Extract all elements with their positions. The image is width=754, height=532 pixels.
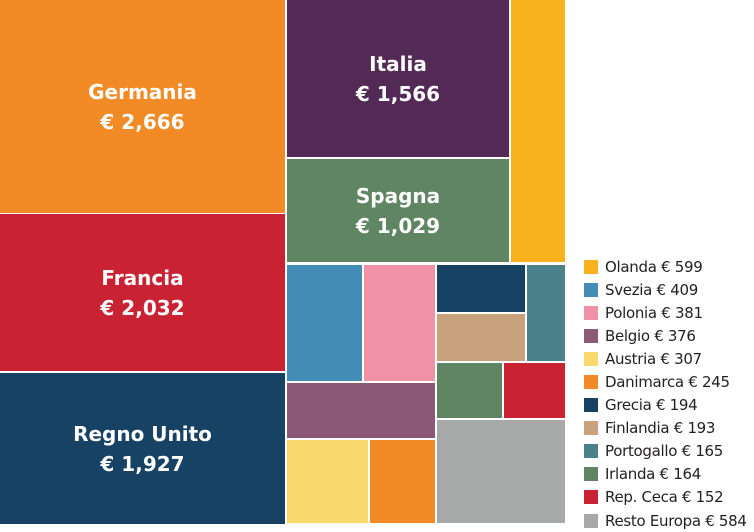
legend-swatch: [584, 421, 598, 436]
tile-resto-europa: [437, 420, 565, 523]
legend-item-olanda: Olanda € 599: [584, 255, 747, 278]
tile-germania: Germania € 2,666: [0, 0, 285, 213]
tile-value: € 2,032: [100, 295, 185, 320]
legend-swatch: [584, 282, 598, 297]
legend-label: Svezia € 409: [605, 280, 698, 299]
legend-swatch: [584, 467, 598, 482]
tile-label: Francia € 2,032: [0, 263, 285, 323]
legend-label: Olanda € 599: [605, 257, 703, 276]
legend-label: Danimarca € 245: [605, 373, 730, 392]
legend-swatch: [584, 444, 598, 459]
legend-swatch: [584, 398, 598, 413]
tile-label: Regno Unito € 1,927: [0, 419, 285, 479]
tile-spagna: Spagna € 1,029: [287, 159, 509, 262]
tile-belgio: [287, 383, 435, 438]
tile-irlanda: [437, 363, 502, 418]
legend-item-polonia: Polonia € 381: [584, 301, 747, 324]
tile-value: € 2,666: [100, 109, 185, 134]
legend-item-belgio: Belgio € 376: [584, 324, 747, 347]
legend-item-grecia: Grecia € 194: [584, 394, 747, 417]
legend-swatch: [584, 259, 598, 274]
legend-swatch: [584, 328, 598, 343]
legend-label: Finlandia € 193: [605, 419, 716, 438]
legend-swatch: [584, 351, 598, 366]
tile-regno-unito: Regno Unito € 1,927: [0, 373, 285, 524]
tile-label: Spagna € 1,029: [287, 181, 509, 241]
legend: Olanda € 599 Svezia € 409 Polonia € 381 Bel…: [584, 255, 747, 532]
tile-finlandia: [437, 314, 525, 361]
legend-item-resto-europa: Resto Europa € 584: [584, 509, 747, 532]
legend-swatch: [584, 513, 598, 528]
legend-item-finlandia: Finlandia € 193: [584, 417, 747, 440]
tile-value: € 1,029: [355, 213, 441, 238]
legend-item-rep-ceca: Rep. Ceca € 152: [584, 486, 747, 509]
legend-label: Irlanda € 164: [605, 465, 701, 484]
tile-polonia: [364, 265, 435, 381]
tile-svezia: [287, 265, 362, 381]
tile-danimarca: [370, 440, 435, 523]
tile-label: Italia € 1,566: [287, 49, 509, 109]
tile-grecia: [437, 265, 525, 312]
tile-name: Regno Unito: [73, 421, 212, 446]
tile-value: € 1,566: [355, 81, 441, 106]
tile-olanda: [511, 0, 565, 262]
tile-francia: Francia € 2,032: [0, 214, 285, 371]
tile-italia: Italia € 1,566: [287, 0, 509, 157]
tile-name: Italia: [369, 51, 427, 76]
tile-label: Germania € 2,666: [0, 77, 285, 137]
tile-portogallo: [527, 265, 565, 361]
legend-swatch: [584, 305, 598, 320]
tile-value: € 1,927: [100, 451, 185, 476]
tile-name: Spagna: [355, 183, 441, 208]
legend-item-austria: Austria € 307: [584, 347, 747, 370]
legend-label: Grecia € 194: [605, 396, 698, 415]
tile-rep-ceca: [504, 363, 565, 418]
legend-label: Belgio € 376: [605, 326, 696, 345]
legend-item-danimarca: Danimarca € 245: [584, 370, 747, 393]
tile-name: Germania: [88, 79, 197, 104]
legend-item-portogallo: Portogallo € 165: [584, 440, 747, 463]
tile-name: Francia: [101, 265, 184, 290]
legend-swatch: [584, 490, 598, 505]
legend-label: Austria € 307: [605, 349, 702, 368]
tile-austria: [287, 440, 368, 523]
legend-label: Rep. Ceca € 152: [605, 488, 724, 507]
legend-label: Polonia € 381: [605, 303, 703, 322]
legend-item-svezia: Svezia € 409: [584, 278, 747, 301]
legend-item-irlanda: Irlanda € 164: [584, 463, 747, 486]
legend-swatch: [584, 375, 598, 390]
legend-label: Portogallo € 165: [605, 442, 724, 461]
legend-label: Resto Europa € 584: [605, 511, 747, 530]
